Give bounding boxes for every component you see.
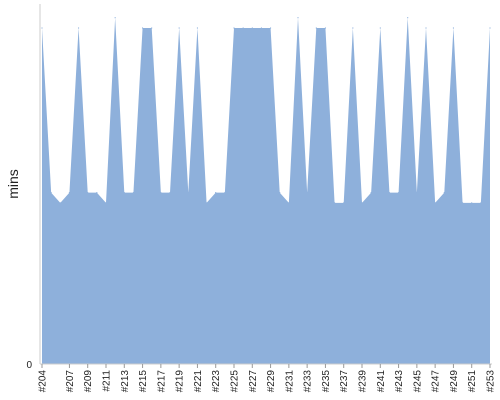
data-point-222 xyxy=(205,202,208,204)
data-point-206 xyxy=(59,202,61,204)
x-tick-label-235: #235 xyxy=(321,370,332,393)
data-point-211 xyxy=(105,202,107,204)
x-tick-label-225: #225 xyxy=(230,370,241,393)
x-tick-label-231: #231 xyxy=(284,370,295,393)
data-point-215 xyxy=(141,27,144,29)
data-point-227 xyxy=(251,27,253,29)
data-point-248 xyxy=(443,191,445,194)
x-tick-label-209: #209 xyxy=(83,370,94,393)
data-point-228 xyxy=(260,27,263,29)
data-point-214 xyxy=(132,191,135,194)
data-point-217 xyxy=(160,191,162,194)
x-tick-label-253: #253 xyxy=(486,370,497,393)
data-point-220 xyxy=(187,191,189,194)
data-point-229 xyxy=(269,27,272,29)
data-point-205 xyxy=(50,191,52,194)
data-point-232 xyxy=(297,17,299,19)
area-series-1 xyxy=(42,17,490,365)
x-tick-label-223: #223 xyxy=(211,370,222,393)
data-point-236 xyxy=(333,202,336,204)
x-tick-label-213: #213 xyxy=(120,370,131,393)
x-tick-label-241: #241 xyxy=(376,370,387,393)
data-point-213 xyxy=(123,191,125,194)
y-tick-label-0: 0 xyxy=(26,360,32,371)
data-point-239 xyxy=(361,202,363,204)
data-point-235 xyxy=(324,27,327,29)
data-point-250 xyxy=(461,202,464,204)
x-tick-label-233: #233 xyxy=(303,370,314,393)
data-point-240 xyxy=(370,191,372,194)
data-point-241 xyxy=(379,27,381,29)
data-point-219 xyxy=(178,27,180,29)
x-tick-label-237: #237 xyxy=(339,370,350,393)
x-tick-label-219: #219 xyxy=(175,370,186,393)
data-point-204 xyxy=(41,27,43,29)
data-point-231 xyxy=(288,202,290,204)
data-point-207 xyxy=(68,191,71,194)
x-tick-label-204: #204 xyxy=(38,370,49,393)
data-point-238 xyxy=(352,27,354,29)
data-point-245 xyxy=(416,191,418,194)
x-tick-label-221: #221 xyxy=(193,370,204,393)
data-point-216 xyxy=(151,27,153,29)
y-axis-ticks: 0 xyxy=(26,360,32,371)
x-tick-label-249: #249 xyxy=(449,370,460,393)
data-point-212 xyxy=(114,17,116,19)
data-point-242 xyxy=(388,191,391,194)
x-tick-label-251: #251 xyxy=(467,370,478,393)
x-tick-label-239: #239 xyxy=(358,370,369,393)
x-tick-label-217: #217 xyxy=(156,370,167,393)
x-tick-label-247: #247 xyxy=(431,370,442,393)
data-point-224 xyxy=(224,191,226,194)
x-axis-ticks: #204 #207 #209 #211 #213 #215 #217 #219 #221 #223… xyxy=(38,364,497,392)
data-point-209 xyxy=(87,191,89,194)
data-point-208 xyxy=(77,27,80,29)
plot-area xyxy=(41,17,491,365)
data-point-226 xyxy=(242,27,244,29)
x-tick-label-245: #245 xyxy=(412,370,423,393)
data-point-210 xyxy=(96,191,98,194)
y-axis-title: mins xyxy=(5,169,21,199)
x-tick-label-227: #227 xyxy=(248,370,259,393)
x-tick-label-211: #211 xyxy=(102,370,113,392)
data-point-253 xyxy=(489,27,491,29)
data-point-237 xyxy=(343,202,345,204)
data-point-251 xyxy=(471,202,473,204)
data-point-243 xyxy=(397,191,400,194)
data-point-225 xyxy=(233,27,235,29)
data-point-244 xyxy=(407,17,409,19)
data-point-221 xyxy=(196,27,199,29)
data-point-246 xyxy=(425,27,427,29)
data-point-252 xyxy=(480,202,482,204)
data-point-218 xyxy=(169,191,171,194)
x-tick-label-243: #243 xyxy=(394,370,405,393)
data-point-249 xyxy=(452,27,455,29)
data-point-234 xyxy=(315,27,317,29)
data-point-247 xyxy=(434,202,436,204)
data-point-230 xyxy=(279,191,281,194)
x-tick-label-207: #207 xyxy=(65,370,76,393)
data-point-233 xyxy=(306,191,308,194)
x-tick-label-229: #229 xyxy=(266,370,277,393)
x-tick-label-215: #215 xyxy=(138,370,149,393)
data-point-223 xyxy=(215,191,217,194)
